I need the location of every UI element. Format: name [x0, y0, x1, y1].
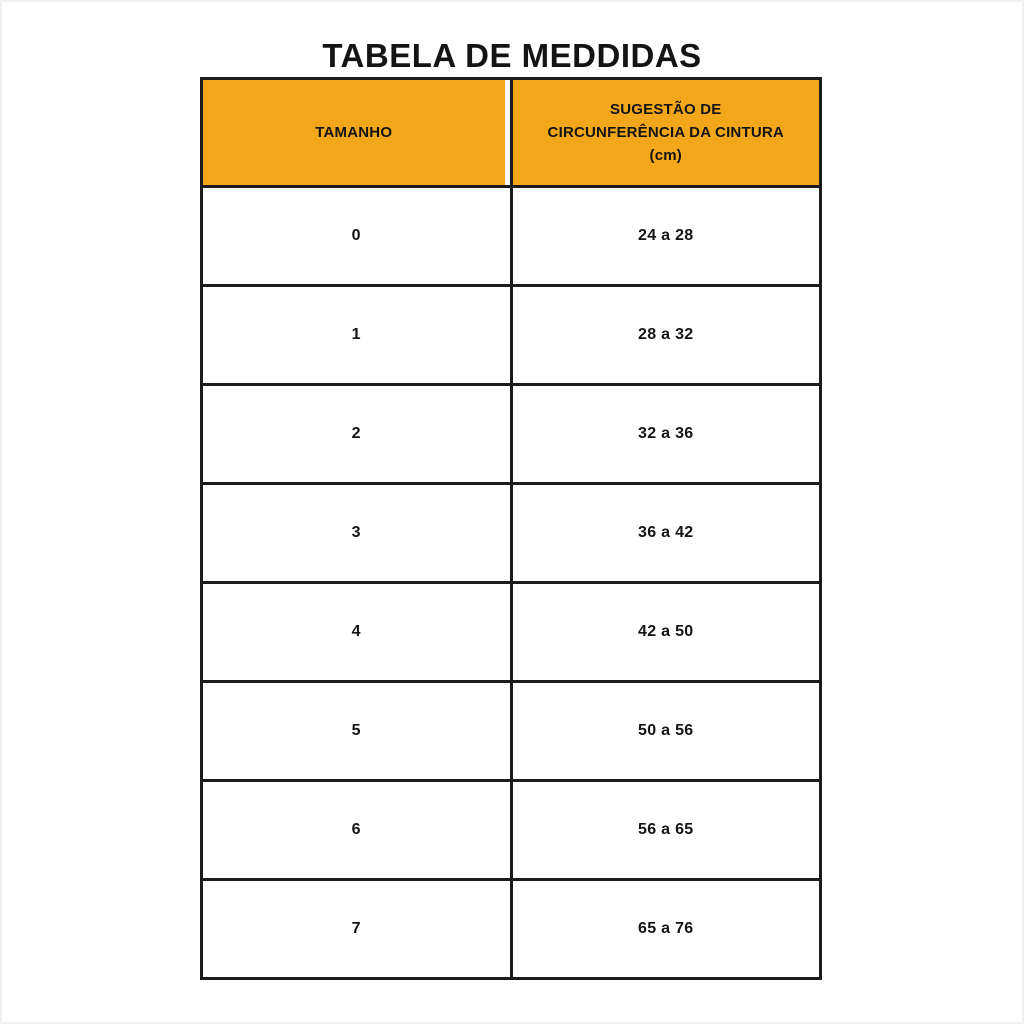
size-cell: 6 — [203, 782, 510, 878]
size-cell: 7 — [203, 881, 510, 977]
range-cell: 50 a 56 — [512, 683, 819, 779]
header-cell-circunferencia: SUGESTÃO DE CIRCUNFERÊNCIA DA CINTURA (c… — [512, 80, 819, 185]
size-cell: 0 — [203, 188, 510, 284]
size-table: TAMANHO SUGESTÃO DE CIRCUNFERÊNCIA DA CI… — [200, 77, 822, 980]
range-cell: 65 a 76 — [512, 881, 819, 977]
page-title: TABELA DE MEDDIDAS — [322, 37, 702, 74]
range-cell: 56 a 65 — [512, 782, 819, 878]
size-cell: 3 — [203, 485, 510, 581]
size-cell: 4 — [203, 584, 510, 680]
header-tamanho-label: TAMANHO — [315, 124, 393, 141]
range-cell: 42 a 50 — [512, 584, 819, 680]
range-cell: 24 a 28 — [512, 188, 819, 284]
size-cell: 2 — [203, 386, 510, 482]
range-cell: 28 a 32 — [512, 287, 819, 383]
size-cell: 5 — [203, 683, 510, 779]
range-cell: 32 a 36 — [512, 386, 819, 482]
header-circunferencia-label: SUGESTÃO DE CIRCUNFERÊNCIA DA CINTURA (c… — [548, 98, 784, 167]
header-line-3: (cm) — [649, 147, 682, 164]
range-cell: 36 a 42 — [512, 485, 819, 581]
header-line-2: CIRCUNFERÊNCIA DA CINTURA — [547, 124, 784, 141]
size-cell: 1 — [203, 287, 510, 383]
header-cell-tamanho: TAMANHO — [203, 80, 510, 185]
header-line-1: SUGESTÃO DE — [610, 101, 722, 118]
